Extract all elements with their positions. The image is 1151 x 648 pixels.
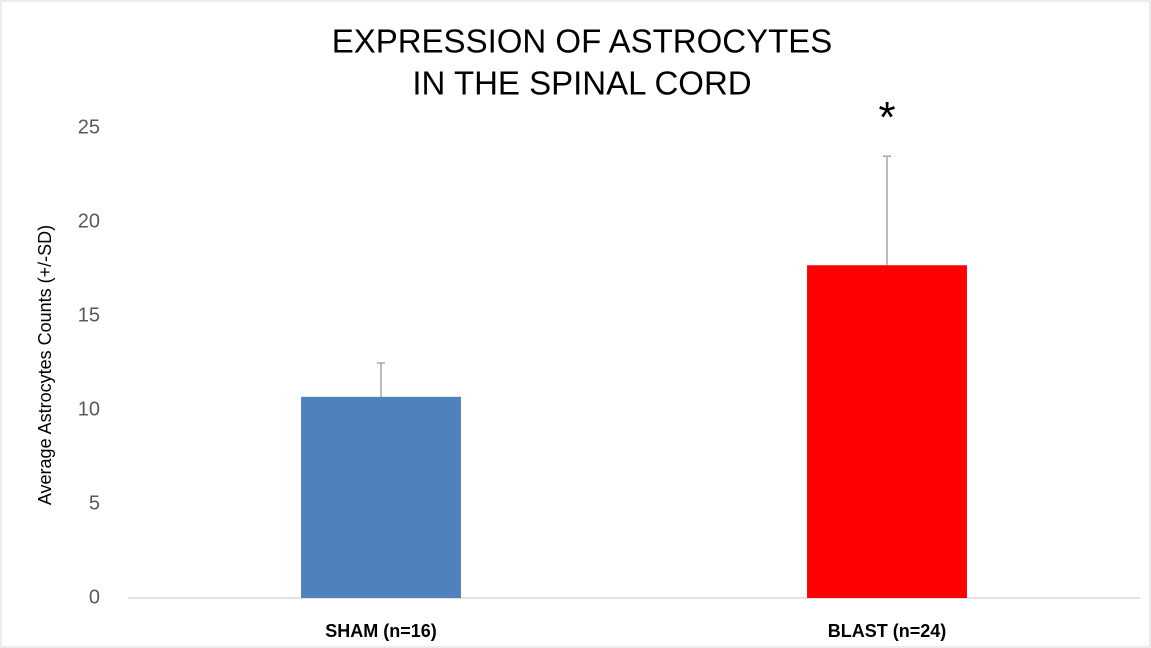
bar	[301, 396, 461, 598]
y-tick-label: 20	[78, 210, 100, 232]
x-tick-label: BLAST (n=24)	[828, 621, 947, 641]
y-tick-label: 0	[89, 586, 100, 608]
chart-title: EXPRESSION OF ASTROCYTES	[332, 23, 833, 60]
error-bar	[883, 155, 891, 266]
y-tick-label: 15	[78, 304, 100, 326]
significance-marker: *	[878, 93, 895, 142]
y-axis-label: Average Astrocytes Counts (+/-SD)	[35, 225, 55, 505]
chart-title: IN THE SPINAL CORD	[412, 65, 751, 102]
error-bar	[377, 362, 385, 397]
x-tick-label: SHAM (n=16)	[325, 621, 437, 641]
bar	[807, 265, 967, 598]
y-tick-label: 25	[78, 116, 100, 138]
y-tick-label: 10	[78, 398, 100, 420]
y-tick-label: 5	[89, 492, 100, 514]
